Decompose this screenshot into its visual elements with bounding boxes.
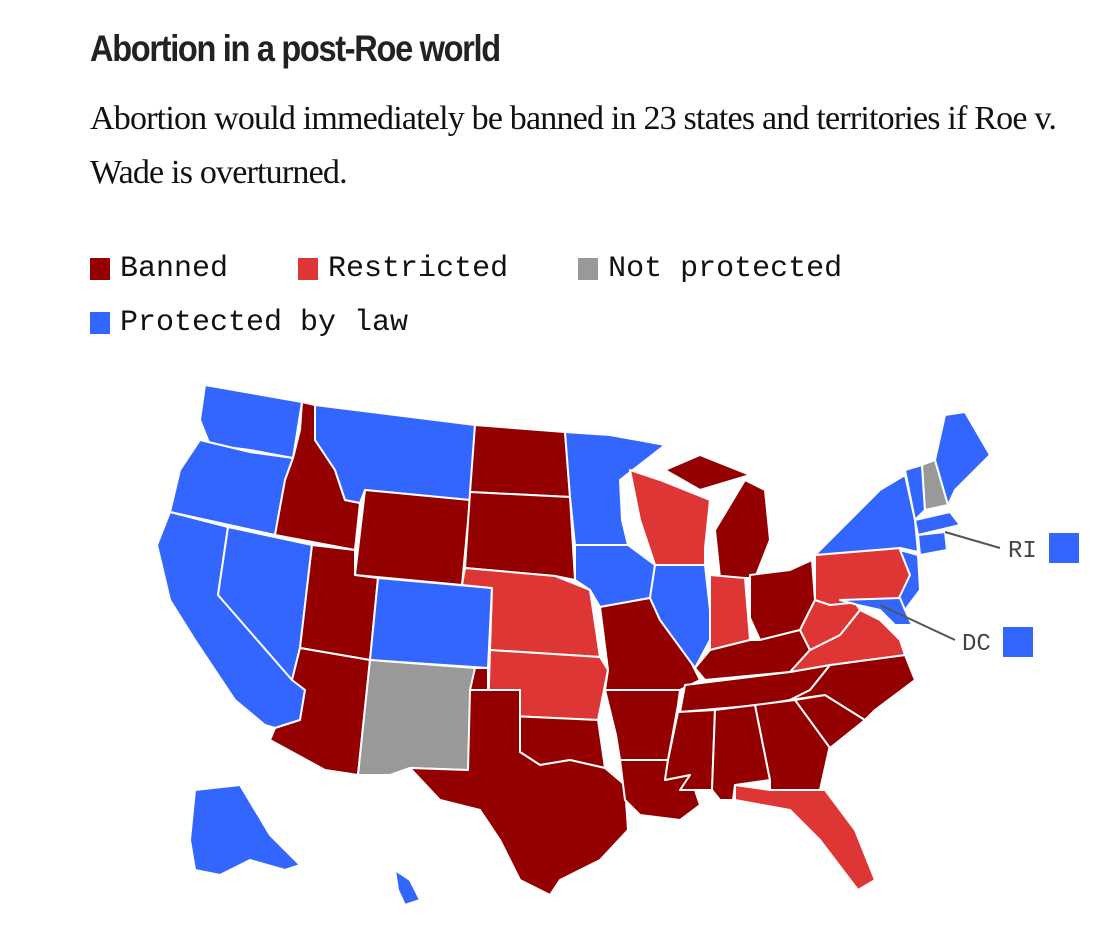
state-ny [814,474,919,556]
state-wi [629,469,711,566]
state-in [709,574,751,651]
dc-label: DC [962,631,991,658]
state-ct [917,531,948,556]
legend-swatch [90,312,110,334]
legend-item-banned: Banned [90,242,228,296]
legend-label: Restricted [328,252,509,286]
state-mi [714,479,771,579]
chart-title: Abortion in a post-Roe world [90,28,501,69]
legend-label: Not protected [608,252,843,286]
state-ar [604,689,681,761]
state-ak [189,784,301,876]
state-mi [664,454,751,491]
state-fl [734,784,876,891]
chart-subtitle: Abortion would immediately be banned in … [90,100,1057,191]
legend-swatch [578,258,599,280]
legend-item-restricted: Restricted [298,242,508,296]
state-mn [564,431,666,546]
legend-item-protected: Protected by law [90,296,408,350]
state-co [369,577,493,669]
state-tx [409,689,629,896]
ri-swatch [1049,533,1079,563]
state-nc [789,654,916,721]
state-pa [814,547,911,606]
state-md [839,597,913,626]
legend: Banned Restricted Not protected Protecte… [90,242,990,350]
state-sd [464,491,576,581]
legend-label: Protected by law [120,306,409,340]
legend-swatch [298,258,319,280]
state-ma [914,511,961,536]
legend-item-not-protected: Not protected [578,242,842,296]
legend-label: Banned [120,252,229,286]
ri-leader-line [944,531,1001,549]
state-hi [394,869,421,906]
state-nd [469,424,571,498]
state-nm [357,659,476,776]
dc-swatch [1003,627,1033,657]
ri-label: RI [1008,538,1037,565]
state-me [934,411,991,506]
legend-swatch [90,258,110,280]
state-wy [354,489,471,586]
dc-leader-line [879,604,956,641]
state-il [649,564,711,669]
